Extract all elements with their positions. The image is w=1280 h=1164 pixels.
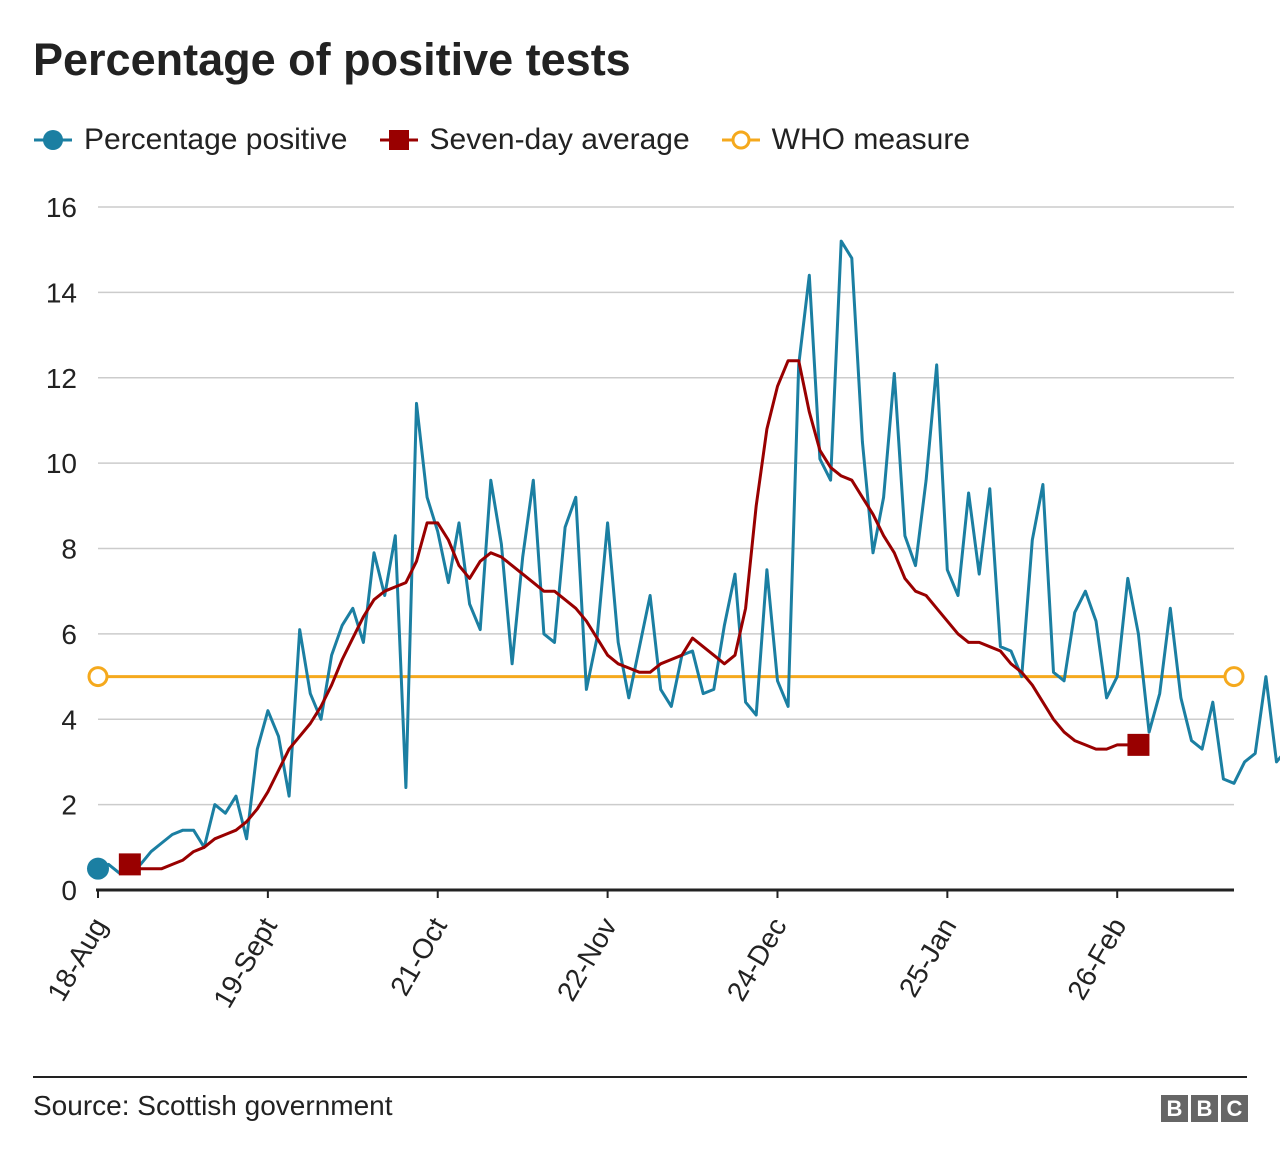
- x-tick-label: 18-Aug: [41, 913, 113, 1007]
- who-measure-endpoint-marker: [87, 666, 109, 688]
- y-tick-label: 0: [61, 875, 77, 906]
- bbc-logo-block: C: [1221, 1095, 1248, 1122]
- percentage-positive-line: [97, 239, 1280, 875]
- y-tick-label: 6: [61, 619, 77, 650]
- x-tick-label: 26-Feb: [1061, 913, 1132, 1005]
- bbc-logo: B B C: [1158, 1095, 1248, 1122]
- y-tick-label: 2: [61, 790, 77, 821]
- x-tick-label: 19-Sept: [207, 912, 283, 1013]
- legend-label-seven-day-average: Seven-day average: [429, 123, 690, 156]
- percentage-positive-endpoint-marker: [87, 857, 109, 880]
- legend-marker-circle-icon: [34, 130, 72, 150]
- y-tick-label: 14: [46, 277, 77, 308]
- y-tick-label: 16: [46, 192, 77, 223]
- line-chart: 0 2 4 6 8 10 12 14 16 18-Aug 19-Sept 21-Oct 22-Nov 24…: [41, 192, 1280, 1013]
- legend-label-percentage-positive: Percentage positive: [84, 123, 348, 156]
- who-measure-endpoint-marker: [1223, 666, 1245, 688]
- bbc-logo-block: B: [1161, 1095, 1188, 1122]
- legend-marker-hollow-circle-icon: [721, 130, 760, 150]
- y-tick-label: 12: [46, 363, 77, 394]
- y-tick-label: 8: [61, 534, 77, 565]
- y-tick-label: 4: [61, 704, 77, 735]
- y-tick-label: 10: [46, 448, 77, 479]
- chart-title: Percentage of positive tests: [33, 34, 631, 85]
- legend-label-who-measure: WHO measure: [771, 123, 971, 156]
- x-tick-label: 22-Nov: [551, 913, 623, 1007]
- footer-divider: [33, 1076, 1247, 1078]
- x-tick-label: 24-Dec: [721, 913, 793, 1007]
- legend-item-percentage-positive: Percentage positive: [32, 123, 348, 157]
- seven-day-average-endpoint-marker: [118, 853, 141, 876]
- bbc-logo-block: B: [1191, 1095, 1218, 1122]
- legend-item-who-measure: WHO measure: [720, 123, 970, 157]
- source-note: Source: Scottish government: [33, 1090, 393, 1121]
- seven-day-average-line: [129, 359, 1139, 871]
- legend-marker-square-icon: [379, 130, 418, 150]
- chart-legend: Percentage positive Seven-day average WH…: [32, 120, 1000, 160]
- x-tick-label: 25-Jan: [893, 912, 963, 1002]
- legend-item-seven-day-average: Seven-day average: [378, 123, 690, 157]
- seven-day-average-endpoint-marker: [1127, 733, 1150, 756]
- x-tick-label: 21-Oct: [384, 912, 453, 1000]
